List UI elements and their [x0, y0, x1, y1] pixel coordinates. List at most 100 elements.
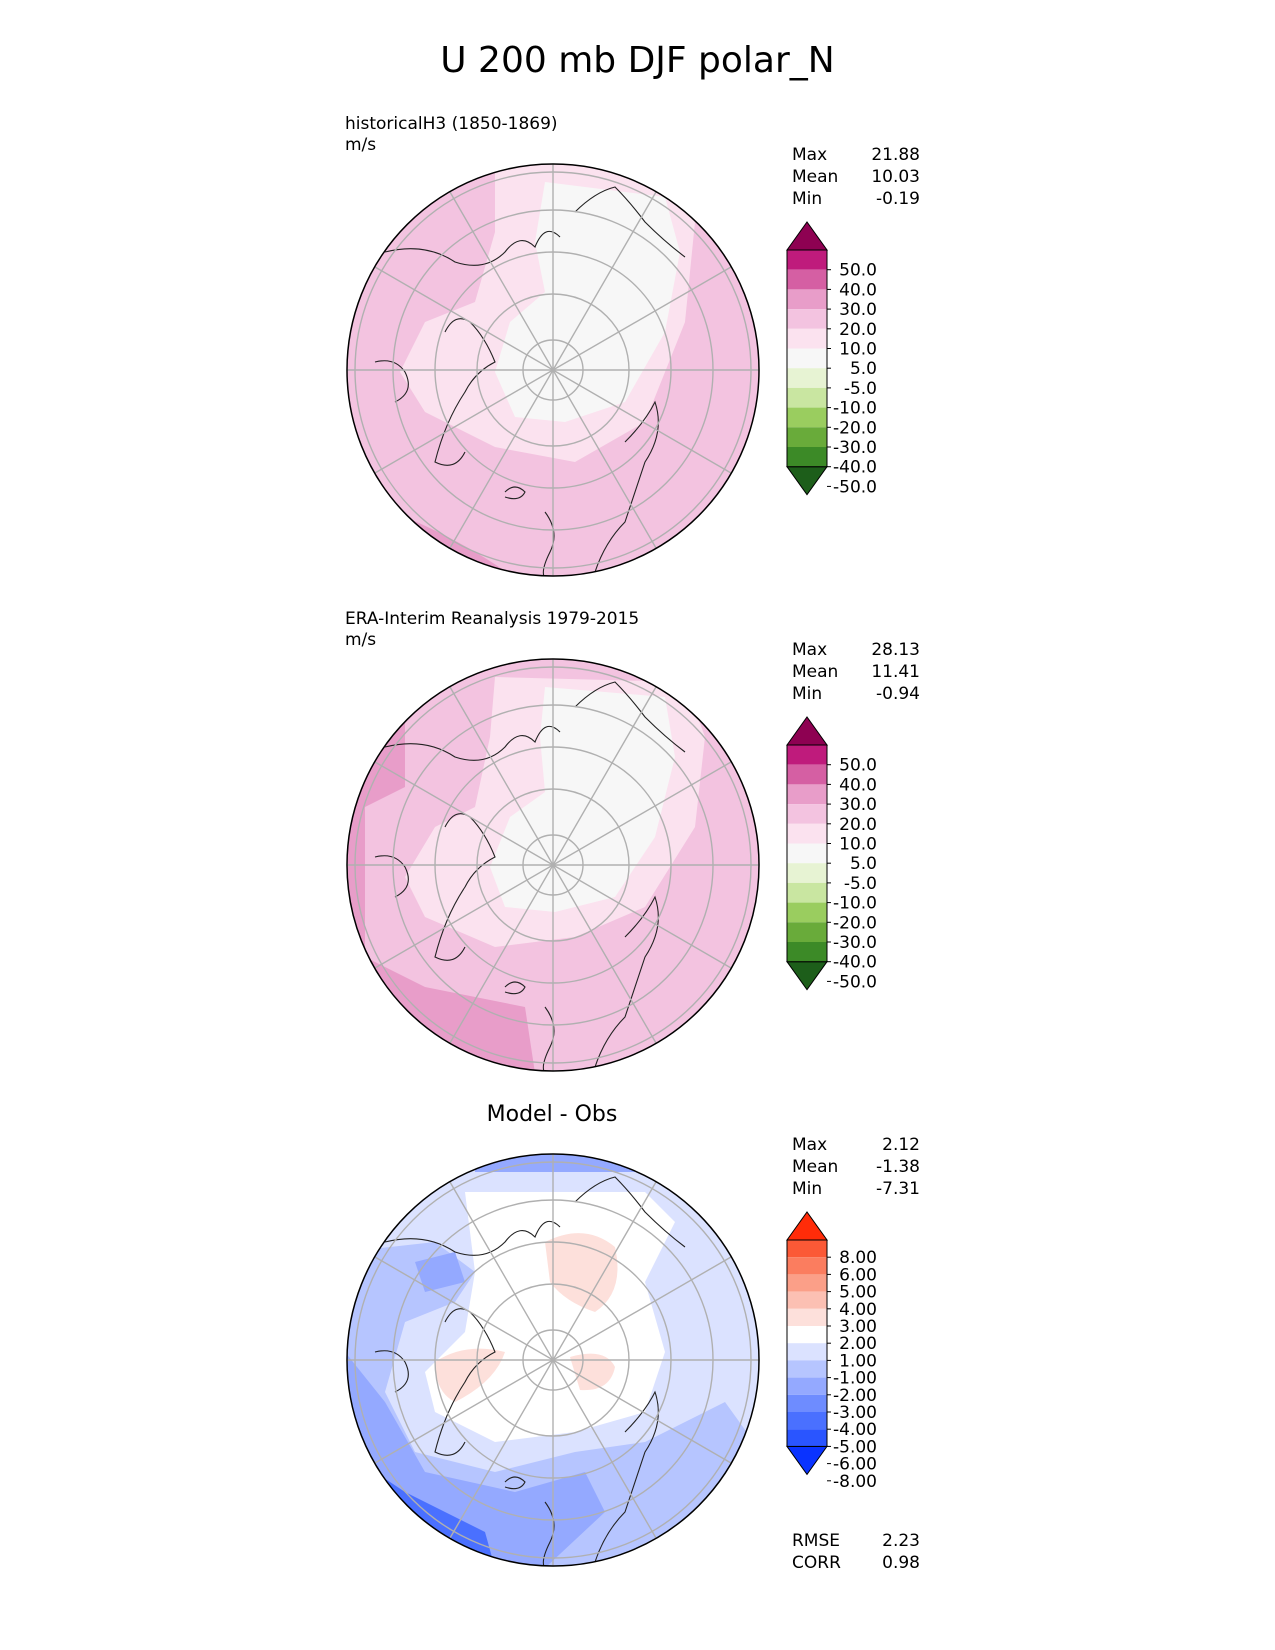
colorbar-tick-label: 30.0: [839, 300, 877, 320]
colorbar-tick-label: 30.0: [839, 795, 877, 815]
colorbar-cell: [787, 1308, 827, 1326]
stats-obs: Max 28.13 Mean 11.41 Min -0.94: [792, 639, 920, 705]
coastlines: [374, 186, 686, 576]
colorbar-tick-label: -30.0: [833, 933, 877, 953]
colorbar-tick-label: -40.0: [833, 458, 877, 478]
colorbar-cell: [787, 269, 827, 290]
colorbar-cell: [787, 1412, 827, 1430]
panel-model-label: historicalH3 (1850-1869) m/s: [345, 114, 558, 156]
field-band-positive-1-2: [570, 1353, 615, 1391]
colorbar-diff: 8.006.005.004.003.002.001.00-1.00-2.00-3…: [786, 1211, 877, 1492]
field-band-west-negative: [415, 1252, 465, 1292]
stats-model: Max 21.88 Mean 10.03 Min -0.19: [792, 144, 920, 210]
polar-map-obs: [346, 658, 760, 1072]
colorbar-cell: [787, 784, 827, 805]
colorbar-extension-bottom: [786, 961, 828, 991]
colorbar-tick-label: 4.00: [839, 1300, 877, 1320]
colorbar-cell: [787, 942, 827, 962]
colorbar-border: [786, 744, 828, 963]
colorbar-tick-label: -4.00: [833, 1420, 877, 1440]
colorbar-cell: [787, 1257, 827, 1275]
panel-diff: Model - Obs: [0, 1100, 1275, 1580]
colorbar-tick-label: 8.00: [839, 1248, 877, 1268]
metric-rmse: RMSE 2.23: [792, 1531, 920, 1551]
colorbar-cell: [787, 348, 827, 369]
colorbar-cell: [787, 1240, 827, 1258]
colorbar-tick-label: 50.0: [839, 261, 877, 281]
field-band-20-30: [347, 717, 535, 1071]
coastlines: [374, 681, 686, 1071]
colorbar-tick-label: 20.0: [839, 815, 877, 835]
colorbar-tick-label: -6.00: [833, 1455, 877, 1475]
colorbar-cell: [787, 407, 827, 428]
colorbar-tick-label: -50.0: [833, 972, 877, 992]
panel-model-units: m/s: [345, 135, 377, 155]
stat-max: Max 2.12: [792, 1135, 920, 1155]
colorbar-cell: [787, 1377, 827, 1395]
panel-model: historicalH3 (1850-1869) m/s: [0, 110, 1275, 590]
colorbar-tick-label: 40.0: [839, 280, 877, 300]
figure-title: U 200 mb DJF polar_N: [440, 40, 835, 81]
stat-min: Min -0.19: [792, 189, 920, 209]
colorbar-tick-label: -30.0: [833, 438, 877, 458]
colorbar-tick-label: -50.0: [833, 477, 877, 497]
field-band-positive-1-2: [545, 1233, 618, 1312]
colorbar-cell: [787, 922, 827, 942]
colorbar-tick-label: 40.0: [839, 775, 877, 795]
graticule: [347, 1154, 759, 1566]
colorbar-cell: [787, 843, 827, 864]
metrics-diff: RMSE 2.23 CORR 0.98: [792, 1530, 920, 1574]
stat-max: Max 28.13: [792, 640, 920, 660]
colorbar-tick-label: -20.0: [833, 418, 877, 438]
colorbar-tick-label: 6.00: [839, 1265, 877, 1285]
colorbar-cell: [787, 1291, 827, 1309]
colorbar-cell: [787, 250, 827, 270]
metric-corr: CORR 0.98: [792, 1553, 920, 1573]
colorbar-cell: [787, 289, 827, 310]
colorbar-tick-label: -1.00: [833, 1369, 877, 1389]
colorbar-tick-label: 2.00: [839, 1334, 877, 1354]
colorbar-extension-top: [786, 1211, 828, 1241]
colorbar-cell: [787, 1360, 827, 1378]
colorbar-obs: 50.040.030.020.010.05.0-5.0-10.0-20.0-30…: [786, 716, 877, 992]
panel-obs-title: ERA-Interim Reanalysis 1979-2015: [345, 609, 640, 629]
colorbar-tick-label: 10.0: [839, 340, 877, 360]
colorbar-extension-top: [786, 716, 828, 746]
panel-obs: ERA-Interim Reanalysis 1979-2015 m/s: [0, 605, 1275, 1085]
colorbar-tick-label: 1.00: [839, 1351, 877, 1371]
colorbar-cell: [787, 368, 827, 388]
colorbar-cell: [787, 804, 827, 824]
colorbar-tick-label: 3.00: [839, 1317, 877, 1337]
colorbar-tick-label: 10.0: [839, 835, 877, 855]
stat-max: Max 21.88: [792, 145, 920, 165]
colorbar-cell: [787, 1274, 827, 1292]
stat-min: Min -0.94: [792, 684, 920, 704]
colorbar-tick-label: -3.00: [833, 1403, 877, 1423]
polar-map-diff: [346, 1153, 760, 1567]
colorbar-cell: [787, 309, 827, 329]
colorbar-cell: [787, 863, 827, 883]
colorbar-tick-label: -8.00: [833, 1472, 877, 1492]
colorbar-model: 50.040.030.020.010.05.0-5.0-10.0-20.0-30…: [786, 221, 877, 497]
colorbar-tick-label: -20.0: [833, 913, 877, 933]
panel-model-title: historicalH3 (1850-1869): [345, 114, 558, 134]
panel-obs-units: m/s: [345, 630, 377, 650]
colorbar-cell: [787, 902, 827, 923]
colorbar-tick-label: -5.0: [844, 874, 877, 894]
colorbar-cell: [787, 1429, 827, 1447]
colorbar-cell: [787, 427, 827, 447]
polar-map-model: [346, 163, 760, 577]
coastlines: [374, 1176, 686, 1566]
colorbar-cell: [787, 882, 827, 903]
panel-obs-label: ERA-Interim Reanalysis 1979-2015 m/s: [345, 609, 639, 651]
colorbar-tick-label: 50.0: [839, 756, 877, 776]
colorbar-cell: [787, 1343, 827, 1361]
colorbar-tick-label: 5.00: [839, 1283, 877, 1303]
stat-mean: Mean -1.38: [792, 1157, 920, 1177]
colorbar-tick-label: -10.0: [833, 894, 877, 914]
map-boundary: [346, 1153, 760, 1567]
colorbar-extension-bottom: [786, 1445, 828, 1476]
colorbar-tick-label: 5.0: [850, 854, 877, 874]
colorbar-extension-bottom: [786, 466, 828, 496]
colorbar-tick-label: -5.00: [833, 1437, 877, 1457]
